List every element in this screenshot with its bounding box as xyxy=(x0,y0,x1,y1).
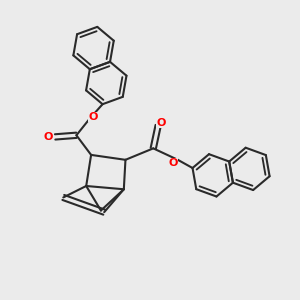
Text: O: O xyxy=(43,132,52,142)
Text: O: O xyxy=(156,118,166,128)
Text: O: O xyxy=(169,158,178,168)
Text: O: O xyxy=(88,112,98,122)
